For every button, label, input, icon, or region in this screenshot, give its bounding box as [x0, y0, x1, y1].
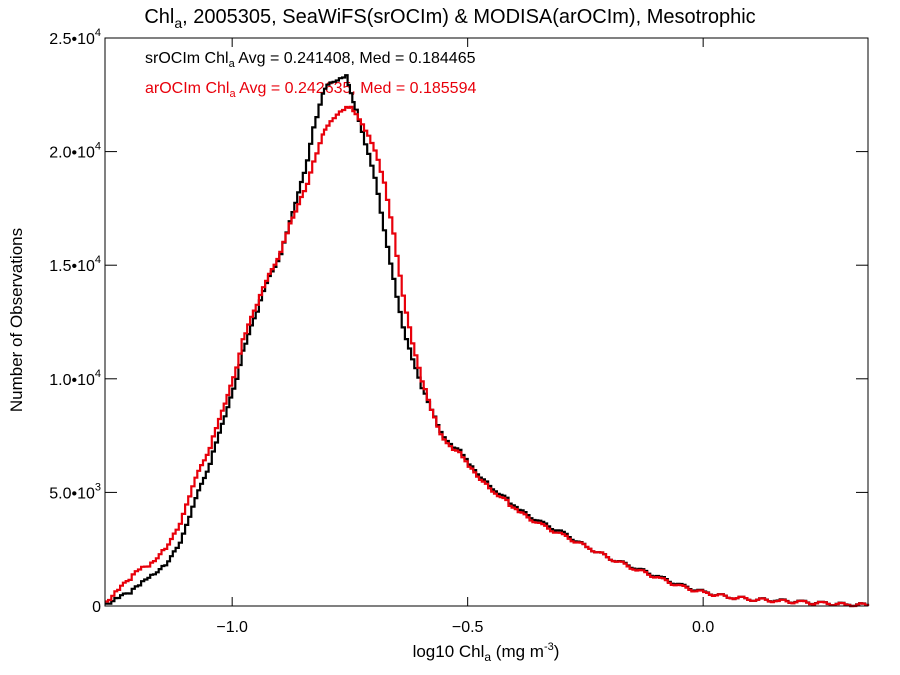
y-tick-label: 1.5•104: [49, 254, 101, 275]
x-tick-label: −1.0: [216, 619, 248, 636]
y-tick-label: 1.0•104: [49, 368, 101, 389]
series-line-arOCIm: [105, 105, 870, 608]
y-tick-label: 2.5•104: [49, 27, 101, 48]
y-tick-label: 5.0•103: [49, 481, 101, 502]
chart-title: Chla, 2005305, SeaWiFS(srOCIm) & MODISA(…: [144, 6, 755, 31]
chart-title-rest: , 2005305, SeaWiFS(srOCIm) & MODISA(arOC…: [182, 6, 755, 28]
y-tick-label: 0: [92, 599, 101, 616]
plot-area: −1.0 −0.5 0.0 0 5.0•103 1.0•104 1.5•104 2.0•104…: [49, 27, 870, 636]
y-tick-label: 2.0•104: [49, 141, 101, 162]
x-tick-label: 0.0: [692, 619, 714, 636]
x-axis-label: log10 Chla (mg m-3): [413, 641, 560, 664]
series-line-srOCIm: [105, 74, 870, 608]
x-tick-label: −0.5: [452, 619, 484, 636]
legend-entry-arOCIm: arOCIm Chla Avg = 0.242635, Med = 0.1855…: [145, 80, 476, 100]
plot-frame: [104, 37, 869, 607]
y-axis-label: Number of Observations: [7, 228, 26, 412]
chart-title-subscript: a: [174, 15, 182, 31]
legend-entry-srOCIm: srOCIm Chla Avg = 0.241408, Med = 0.1844…: [145, 50, 476, 70]
